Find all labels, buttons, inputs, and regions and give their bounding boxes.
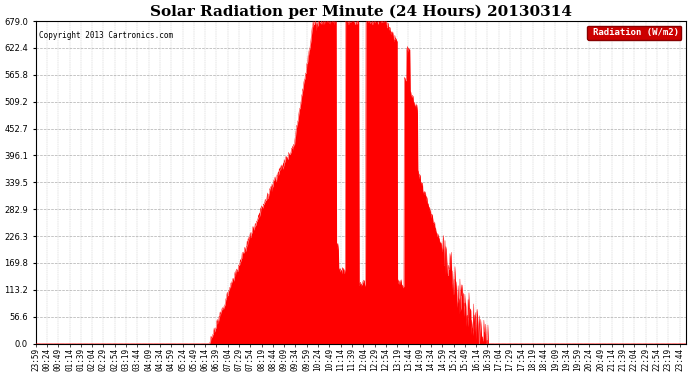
Title: Solar Radiation per Minute (24 Hours) 20130314: Solar Radiation per Minute (24 Hours) 20…	[150, 4, 572, 18]
Text: Copyright 2013 Cartronics.com: Copyright 2013 Cartronics.com	[39, 31, 173, 40]
Legend: Radiation (W/m2): Radiation (W/m2)	[587, 26, 681, 40]
